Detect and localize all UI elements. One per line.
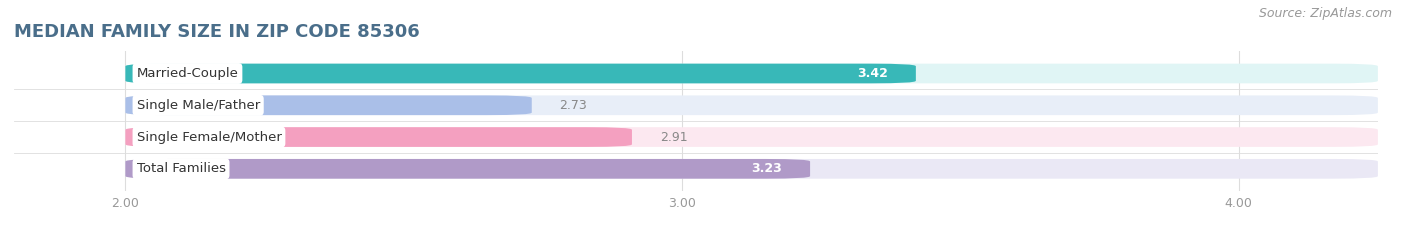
FancyBboxPatch shape xyxy=(125,127,631,147)
Text: Single Female/Mother: Single Female/Mother xyxy=(136,130,281,144)
FancyBboxPatch shape xyxy=(125,64,1378,83)
Text: 3.42: 3.42 xyxy=(858,67,889,80)
FancyBboxPatch shape xyxy=(125,96,1378,115)
Text: Total Families: Total Families xyxy=(136,162,225,175)
Text: 2.91: 2.91 xyxy=(659,130,688,144)
FancyBboxPatch shape xyxy=(125,64,915,83)
FancyBboxPatch shape xyxy=(125,159,810,179)
Text: MEDIAN FAMILY SIZE IN ZIP CODE 85306: MEDIAN FAMILY SIZE IN ZIP CODE 85306 xyxy=(14,23,420,41)
Text: 2.73: 2.73 xyxy=(560,99,588,112)
Text: Single Male/Father: Single Male/Father xyxy=(136,99,260,112)
FancyBboxPatch shape xyxy=(125,96,531,115)
Text: 3.23: 3.23 xyxy=(751,162,782,175)
Text: Source: ZipAtlas.com: Source: ZipAtlas.com xyxy=(1258,7,1392,20)
Text: Married-Couple: Married-Couple xyxy=(136,67,239,80)
FancyBboxPatch shape xyxy=(125,127,1378,147)
FancyBboxPatch shape xyxy=(125,159,1378,179)
